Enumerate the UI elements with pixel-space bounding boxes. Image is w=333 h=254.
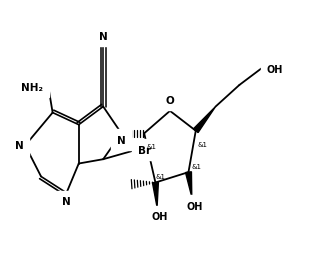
Text: N: N [117, 135, 126, 145]
Text: O: O [166, 96, 174, 105]
Polygon shape [185, 172, 192, 197]
Text: NH₂: NH₂ [21, 82, 43, 92]
Polygon shape [153, 183, 159, 208]
Polygon shape [193, 107, 215, 133]
Text: N: N [62, 196, 71, 206]
Text: OH: OH [186, 201, 202, 211]
Text: &1: &1 [156, 173, 166, 180]
Text: N: N [15, 141, 24, 151]
Text: Br: Br [138, 145, 151, 155]
Text: OH: OH [266, 64, 282, 74]
Text: N: N [99, 32, 108, 42]
Text: OH: OH [152, 211, 168, 221]
Text: &1: &1 [147, 144, 157, 150]
Text: &1: &1 [192, 163, 202, 169]
Text: &1: &1 [197, 141, 207, 147]
